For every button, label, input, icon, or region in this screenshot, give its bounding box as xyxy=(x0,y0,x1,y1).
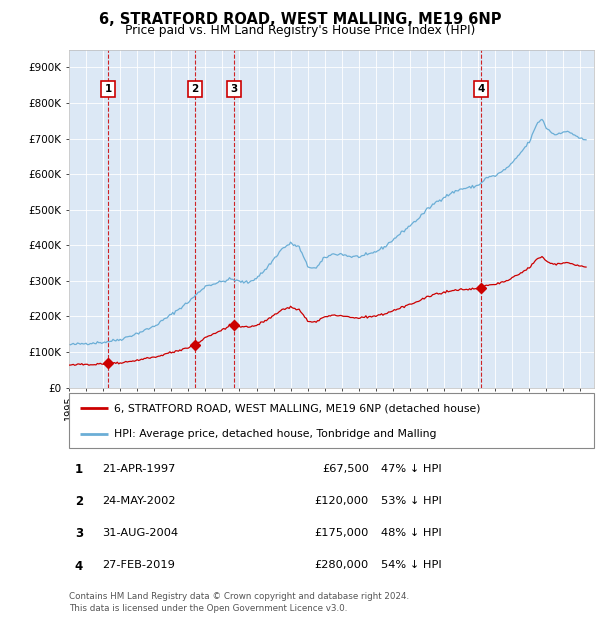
Text: Contains HM Land Registry data © Crown copyright and database right 2024.
This d: Contains HM Land Registry data © Crown c… xyxy=(69,591,409,613)
Text: 6, STRATFORD ROAD, WEST MALLING, ME19 6NP: 6, STRATFORD ROAD, WEST MALLING, ME19 6N… xyxy=(99,12,501,27)
Text: 1: 1 xyxy=(75,463,83,476)
Text: 53% ↓ HPI: 53% ↓ HPI xyxy=(381,496,442,506)
Text: 1: 1 xyxy=(104,84,112,94)
Text: £67,500: £67,500 xyxy=(322,464,369,474)
Text: 21-APR-1997: 21-APR-1997 xyxy=(102,464,175,474)
Text: 4: 4 xyxy=(75,560,83,572)
Text: Price paid vs. HM Land Registry's House Price Index (HPI): Price paid vs. HM Land Registry's House … xyxy=(125,24,475,37)
Text: 6, STRATFORD ROAD, WEST MALLING, ME19 6NP (detached house): 6, STRATFORD ROAD, WEST MALLING, ME19 6N… xyxy=(113,404,480,414)
Text: 3: 3 xyxy=(75,528,83,540)
Text: 31-AUG-2004: 31-AUG-2004 xyxy=(102,528,178,538)
Text: 3: 3 xyxy=(230,84,238,94)
Text: 54% ↓ HPI: 54% ↓ HPI xyxy=(381,560,442,570)
Text: HPI: Average price, detached house, Tonbridge and Malling: HPI: Average price, detached house, Tonb… xyxy=(113,429,436,439)
FancyBboxPatch shape xyxy=(69,393,594,448)
Text: £120,000: £120,000 xyxy=(315,496,369,506)
Text: 4: 4 xyxy=(478,84,485,94)
Text: 24-MAY-2002: 24-MAY-2002 xyxy=(102,496,176,506)
Text: 47% ↓ HPI: 47% ↓ HPI xyxy=(381,464,442,474)
Text: 2: 2 xyxy=(75,495,83,508)
Text: 2: 2 xyxy=(191,84,199,94)
Text: £175,000: £175,000 xyxy=(314,528,369,538)
Text: 48% ↓ HPI: 48% ↓ HPI xyxy=(381,528,442,538)
Text: 27-FEB-2019: 27-FEB-2019 xyxy=(102,560,175,570)
Text: £280,000: £280,000 xyxy=(315,560,369,570)
